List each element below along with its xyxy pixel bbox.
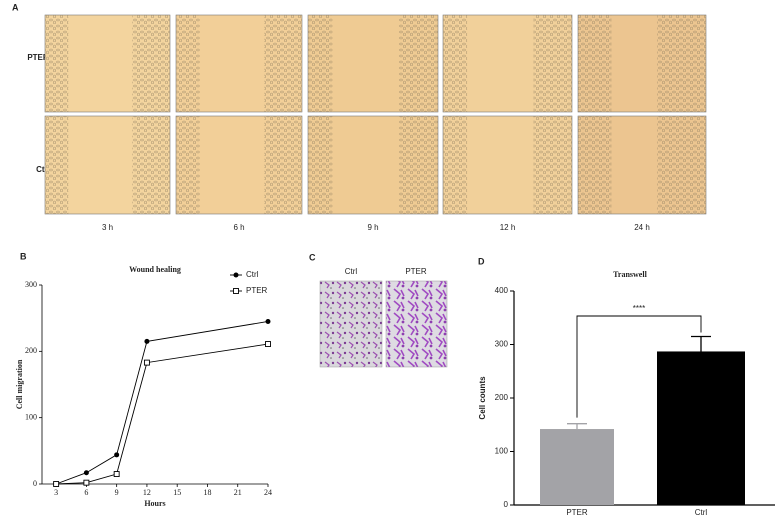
legend-marker [233, 288, 239, 294]
y-tick-label: 300 [495, 340, 509, 349]
marker [143, 359, 150, 366]
x-tick-label: 15 [173, 488, 181, 497]
marker [113, 471, 120, 477]
y-tick-label: 0 [33, 479, 37, 488]
column-label: 12 h [500, 223, 516, 232]
chart-title: Wound healing [129, 265, 181, 274]
cell-layer [308, 15, 333, 112]
series-line [56, 343, 269, 485]
x-tick-label: 3 [54, 488, 58, 497]
cell-layer [657, 15, 706, 112]
image-label: Ctrl [345, 267, 358, 276]
cell-layer [45, 116, 69, 214]
error-bar [691, 335, 711, 352]
row-label: Ctrl [36, 165, 50, 174]
significance-bracket [576, 315, 702, 418]
cell-layer [45, 15, 69, 112]
y-tick-label: 300 [25, 280, 37, 289]
y-tick-label: 200 [25, 346, 37, 355]
legend-label: PTER [246, 286, 268, 295]
wound-images: 3 h 6 h 9 h 12 h 24 h [44, 14, 707, 232]
panel-label: A [12, 2, 19, 12]
y-tick-label: 100 [25, 412, 37, 421]
y-axis-label: Cell counts [478, 376, 487, 420]
x-axis-label: Hours [144, 499, 165, 508]
x-tick-label: 6 [84, 488, 88, 497]
marker [83, 470, 89, 476]
legend-marker [233, 272, 239, 278]
cell-layer [443, 116, 468, 214]
panel-label: B [20, 251, 27, 261]
x-tick-label: 12 [143, 488, 151, 497]
column-label: 24 h [634, 223, 650, 232]
transwell-image [385, 280, 448, 368]
cell-layer [264, 15, 302, 112]
x-tick-label: 24 [264, 488, 272, 497]
cell-layer [657, 116, 706, 214]
column-label: 6 h [233, 223, 244, 232]
legend-label: Ctrl [246, 270, 259, 279]
cell-layer [578, 116, 612, 214]
cell-layer [176, 116, 200, 214]
panel-label: D [478, 256, 485, 266]
x-tick-label: 21 [234, 488, 242, 497]
panel-label: C [309, 252, 316, 262]
x-tick-label: PTER [566, 508, 588, 517]
marker [265, 318, 271, 324]
cell-layer [533, 116, 572, 214]
x-tick-label: Ctrl [695, 508, 708, 517]
row-label: PTER [27, 53, 49, 62]
marker [144, 338, 150, 344]
cell-layer [308, 116, 333, 214]
annotation: **** [633, 304, 645, 313]
chart-title: Transwell [613, 270, 647, 279]
x-tick-label: 18 [203, 488, 211, 497]
bar [540, 429, 614, 505]
cell-layer [132, 116, 170, 214]
cell-layer [132, 15, 170, 112]
marker [114, 452, 120, 458]
y-tick-label: 400 [495, 286, 509, 295]
y-tick-label: 0 [504, 500, 509, 509]
image-label: PTER [405, 267, 427, 276]
y-tick-label: 100 [495, 447, 509, 456]
cell-layer [578, 15, 612, 112]
transwell-images: Ctrl PTER [319, 267, 448, 368]
cell-layer [264, 116, 302, 214]
transwell-image [319, 280, 383, 368]
y-tick-label: 200 [495, 393, 509, 402]
cell-layer [176, 15, 200, 112]
marker [83, 479, 90, 486]
column-label: 9 h [367, 223, 378, 232]
column-label: 3 h [102, 223, 113, 232]
error-bar [567, 423, 587, 430]
series-line [55, 321, 269, 485]
y-axis-label: Cell migration [15, 359, 24, 409]
cell-layer [533, 15, 572, 112]
marker [53, 481, 60, 487]
cell-layer [399, 15, 438, 112]
bar [657, 351, 745, 505]
cell-layer [443, 15, 468, 112]
marker [265, 341, 271, 347]
cell-layer [399, 116, 438, 214]
x-tick-label: 9 [115, 488, 119, 497]
